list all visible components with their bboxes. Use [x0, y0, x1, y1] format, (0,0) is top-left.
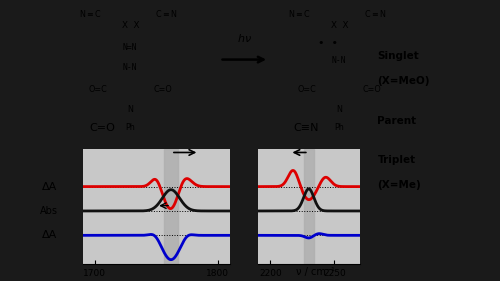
- Text: ΔA: ΔA: [42, 230, 58, 240]
- Text: C$\equiv$N: C$\equiv$N: [364, 8, 387, 19]
- Text: N-N: N-N: [332, 56, 346, 65]
- Text: C=O: C=O: [90, 123, 116, 133]
- Text: Triplet: Triplet: [378, 155, 416, 165]
- Text: (X=Me): (X=Me): [378, 180, 421, 191]
- Text: ν / cm⁻¹: ν / cm⁻¹: [296, 267, 335, 277]
- Text: (X=MeO): (X=MeO): [378, 76, 430, 87]
- Bar: [164, 149, 178, 264]
- Text: O=C: O=C: [298, 85, 316, 94]
- Text: Singlet: Singlet: [378, 51, 419, 61]
- Text: N$\equiv$C: N$\equiv$C: [79, 8, 102, 19]
- Bar: [304, 149, 314, 264]
- Text: X  X: X X: [330, 21, 348, 30]
- Text: N: N: [128, 105, 133, 114]
- Text: ΔA: ΔA: [42, 182, 58, 192]
- Text: O=C: O=C: [88, 85, 108, 94]
- Text: Ph: Ph: [334, 123, 344, 132]
- Text: C≡N: C≡N: [294, 123, 319, 133]
- Text: C=O: C=O: [153, 85, 172, 94]
- Text: h$\nu$: h$\nu$: [237, 32, 252, 44]
- Text: •  •: • •: [318, 38, 338, 47]
- Text: Ph: Ph: [126, 123, 135, 132]
- Text: N$\equiv$C: N$\equiv$C: [288, 8, 311, 19]
- Text: X  X: X X: [122, 21, 139, 30]
- Text: C$\equiv$N: C$\equiv$N: [156, 8, 178, 19]
- Text: N: N: [336, 105, 342, 114]
- Text: Abs: Abs: [40, 206, 58, 216]
- Text: C=O: C=O: [362, 85, 381, 94]
- Text: N-N: N-N: [123, 64, 138, 72]
- Text: N=N: N=N: [123, 43, 138, 52]
- Text: Parent: Parent: [378, 116, 416, 126]
